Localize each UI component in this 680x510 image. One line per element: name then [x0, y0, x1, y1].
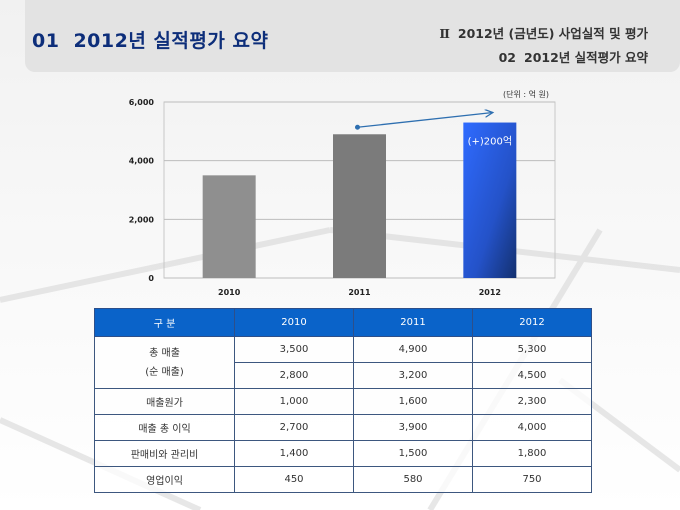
page-title: 01 2012년 실적평가 요약 — [32, 26, 268, 53]
table-row: 매출 총 이익 2,700 3,900 4,000 — [94, 414, 592, 441]
cell: 1,800 — [472, 440, 592, 467]
bar-2012 — [463, 122, 517, 279]
title-text: 2012년 실적평가 요약 — [73, 30, 269, 52]
y-tick-label: 4,000 — [129, 157, 155, 166]
breadcrumb-current-text: 2012년 실적평가 요약 — [524, 50, 648, 65]
y-tick-label: 6,000 — [129, 98, 155, 107]
row-label: 매출원가 — [94, 388, 235, 415]
y-tick-label: 2,000 — [129, 215, 155, 224]
table-row: 영업이익 450 580 750 — [94, 466, 592, 493]
summary-table: 구 분 2010 2011 2012 총 매출 (순 매출) 3,500 4,9… — [94, 308, 592, 493]
row-label: 매출 총 이익 — [94, 414, 235, 441]
cell: 3,900 — [353, 414, 473, 441]
breadcrumb-number: 02 — [498, 50, 516, 65]
cell: 1,000 — [234, 388, 354, 415]
breadcrumb-parent: Ⅱ 2012년 (금년도) 사업실적 및 평가 — [439, 23, 648, 42]
table-row: 총 매출 (순 매출) 3,500 4,900 5,300 — [94, 336, 592, 389]
cell: 4,000 — [472, 414, 592, 441]
header-2011: 2011 — [353, 308, 473, 337]
cell: 3,500 — [234, 336, 354, 363]
annotation-arrow — [357, 113, 493, 128]
bar-2011 — [333, 134, 386, 278]
breadcrumb-roman: Ⅱ — [439, 26, 450, 41]
cell: 2,700 — [234, 414, 354, 441]
row-label-total-sales: 총 매출 (순 매출) — [94, 336, 235, 389]
cell: 2,800 — [234, 362, 354, 389]
x-tick-label: 2011 — [348, 288, 371, 297]
cell: 2,300 — [472, 388, 592, 415]
header-2010: 2010 — [234, 308, 354, 337]
bar-2010 — [202, 175, 256, 278]
table-row: 판매비와 관리비 1,400 1,500 1,800 — [94, 440, 592, 467]
cell: 4,500 — [472, 362, 592, 389]
cell: 5,300 — [472, 336, 592, 363]
table-row: 매출원가 1,000 1,600 2,300 — [94, 388, 592, 415]
header-category: 구 분 — [94, 308, 235, 337]
header-2012: 2012 — [472, 308, 592, 337]
cell: 580 — [353, 466, 473, 493]
row-label-line1: 총 매출 — [149, 347, 180, 359]
cell: 750 — [472, 466, 592, 493]
cell: 1,500 — [353, 440, 473, 467]
y-tick-label: 0 — [148, 274, 154, 283]
breadcrumb-current: 02 2012년 실적평가 요약 — [499, 47, 648, 66]
cell: 1,600 — [353, 388, 473, 415]
unit-label: (단위 : 억 원) — [503, 90, 550, 99]
cell: 3,200 — [353, 362, 473, 389]
bar-chart: 0 2,000 4,000 6,000 2010 2011 2012 (+)200억 — [129, 98, 556, 297]
cell: 450 — [234, 466, 354, 493]
row-label: 영업이익 — [94, 466, 235, 493]
annotation-label: (+)200억 — [468, 136, 512, 148]
section-number: 01 — [32, 30, 60, 52]
breadcrumb-parent-text: 2012년 (금년도) 사업실적 및 평가 — [457, 26, 648, 41]
row-label: 판매비와 관리비 — [94, 440, 235, 467]
row-label-line2: (순 매출) — [145, 366, 184, 378]
cell: 4,900 — [353, 336, 473, 363]
table-header-row: 구 분 2010 2011 2012 — [94, 308, 592, 337]
cell: 1,400 — [234, 440, 354, 467]
x-tick-label: 2010 — [218, 288, 241, 297]
header-band — [25, 0, 680, 72]
x-tick-label: 2012 — [479, 288, 501, 297]
